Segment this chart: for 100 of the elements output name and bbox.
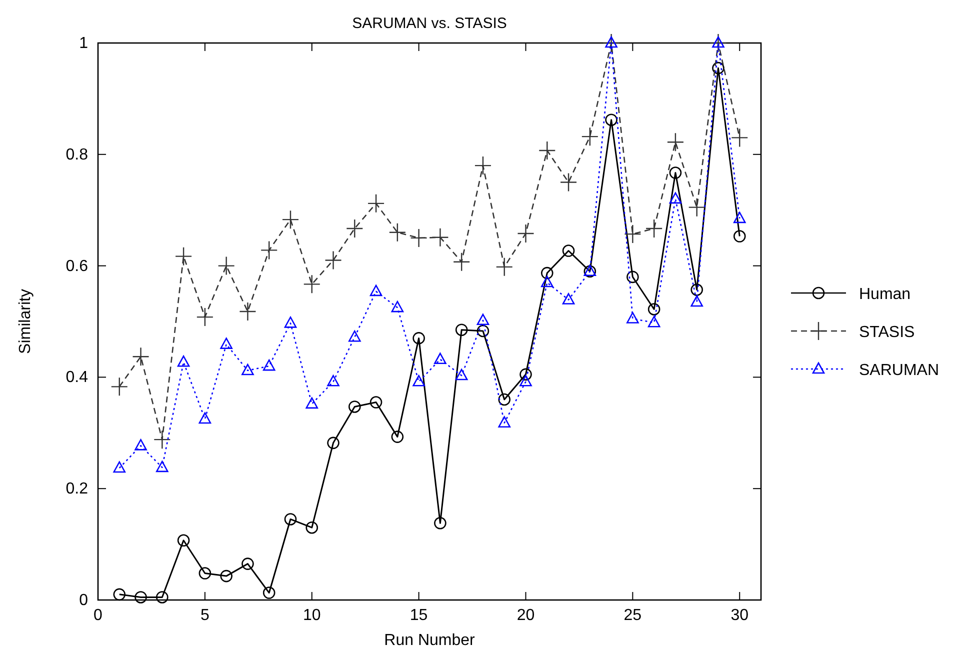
- point: [517, 224, 534, 244]
- point: [712, 62, 724, 74]
- point: [327, 436, 340, 450]
- x-tick-label: 10: [302, 607, 321, 624]
- point: [367, 194, 385, 214]
- point: [370, 284, 382, 296]
- point: [303, 274, 320, 294]
- point: [242, 364, 254, 376]
- point: [669, 192, 682, 204]
- point: [198, 567, 212, 580]
- y-tick-label: 0.8: [66, 146, 88, 164]
- point: [220, 338, 232, 349]
- x-tick-label: 15: [410, 607, 428, 624]
- point: [348, 330, 361, 342]
- point: [498, 416, 511, 428]
- point: [498, 393, 511, 406]
- point: [154, 430, 171, 450]
- y-tick-label: 0: [79, 592, 88, 609]
- y-tick-label: 1: [79, 35, 88, 52]
- point: [174, 246, 192, 266]
- point: [434, 516, 446, 530]
- point: [260, 240, 278, 260]
- chart-title: SARUMAN vs. STASIS: [352, 15, 507, 32]
- point: [520, 375, 532, 386]
- point: [262, 359, 276, 371]
- point: [648, 316, 660, 328]
- point: [452, 252, 470, 272]
- point: [540, 266, 554, 280]
- point: [370, 396, 382, 408]
- y-tick-label: 0.6: [66, 258, 88, 275]
- point: [388, 222, 406, 242]
- point: [434, 352, 446, 364]
- point: [346, 218, 364, 238]
- point: [605, 36, 618, 48]
- y-tick-label: 0.2: [66, 480, 88, 498]
- point: [218, 256, 235, 276]
- point: [731, 128, 748, 148]
- point: [284, 316, 297, 328]
- point: [306, 521, 318, 534]
- point: [538, 140, 556, 160]
- point: [602, 33, 620, 53]
- x-tick-label: 5: [200, 607, 210, 624]
- point: [476, 324, 490, 338]
- point: [110, 377, 128, 396]
- point: [624, 224, 642, 244]
- point: [391, 300, 404, 312]
- point: [156, 591, 168, 604]
- point: [562, 293, 575, 304]
- point: [690, 284, 703, 296]
- point: [113, 588, 126, 601]
- x-axis-title: Run Number: [384, 632, 476, 649]
- point: [113, 461, 126, 473]
- point: [132, 346, 150, 366]
- point: [177, 356, 190, 367]
- point: [412, 332, 425, 344]
- point: [282, 210, 300, 230]
- point: [496, 257, 513, 277]
- x-tick-label: 0: [94, 607, 103, 624]
- point: [239, 302, 256, 322]
- point: [562, 244, 575, 257]
- point: [476, 314, 490, 326]
- point: [220, 570, 232, 582]
- legend-label: SARUMAN: [859, 362, 940, 379]
- point: [455, 324, 468, 336]
- point: [520, 368, 532, 381]
- point: [540, 276, 554, 288]
- y-axis-title: Similarity: [17, 289, 34, 354]
- point: [134, 591, 147, 604]
- point: [669, 166, 682, 179]
- point: [196, 307, 214, 327]
- point: [412, 375, 425, 386]
- point: [648, 303, 660, 316]
- point: [666, 132, 684, 152]
- legend-label: Human: [859, 286, 911, 303]
- point: [645, 218, 663, 238]
- point: [733, 230, 746, 242]
- x-tick-label: 25: [624, 607, 642, 624]
- point: [432, 228, 449, 247]
- point: [391, 430, 404, 443]
- point: [156, 460, 168, 472]
- point: [690, 295, 703, 307]
- x-tick-label: 20: [516, 607, 535, 624]
- point: [455, 368, 468, 380]
- point: [712, 36, 724, 48]
- point: [262, 586, 276, 599]
- point: [348, 400, 361, 413]
- point: [605, 114, 618, 126]
- point: [306, 397, 318, 409]
- point: [560, 172, 578, 192]
- point: [177, 534, 190, 547]
- point: [710, 33, 727, 53]
- point: [581, 126, 599, 146]
- point: [474, 156, 492, 176]
- point: [626, 270, 639, 284]
- point: [626, 312, 639, 324]
- point: [324, 250, 342, 270]
- point: [410, 228, 428, 248]
- point: [284, 513, 297, 526]
- point: [688, 198, 706, 217]
- point: [327, 375, 340, 386]
